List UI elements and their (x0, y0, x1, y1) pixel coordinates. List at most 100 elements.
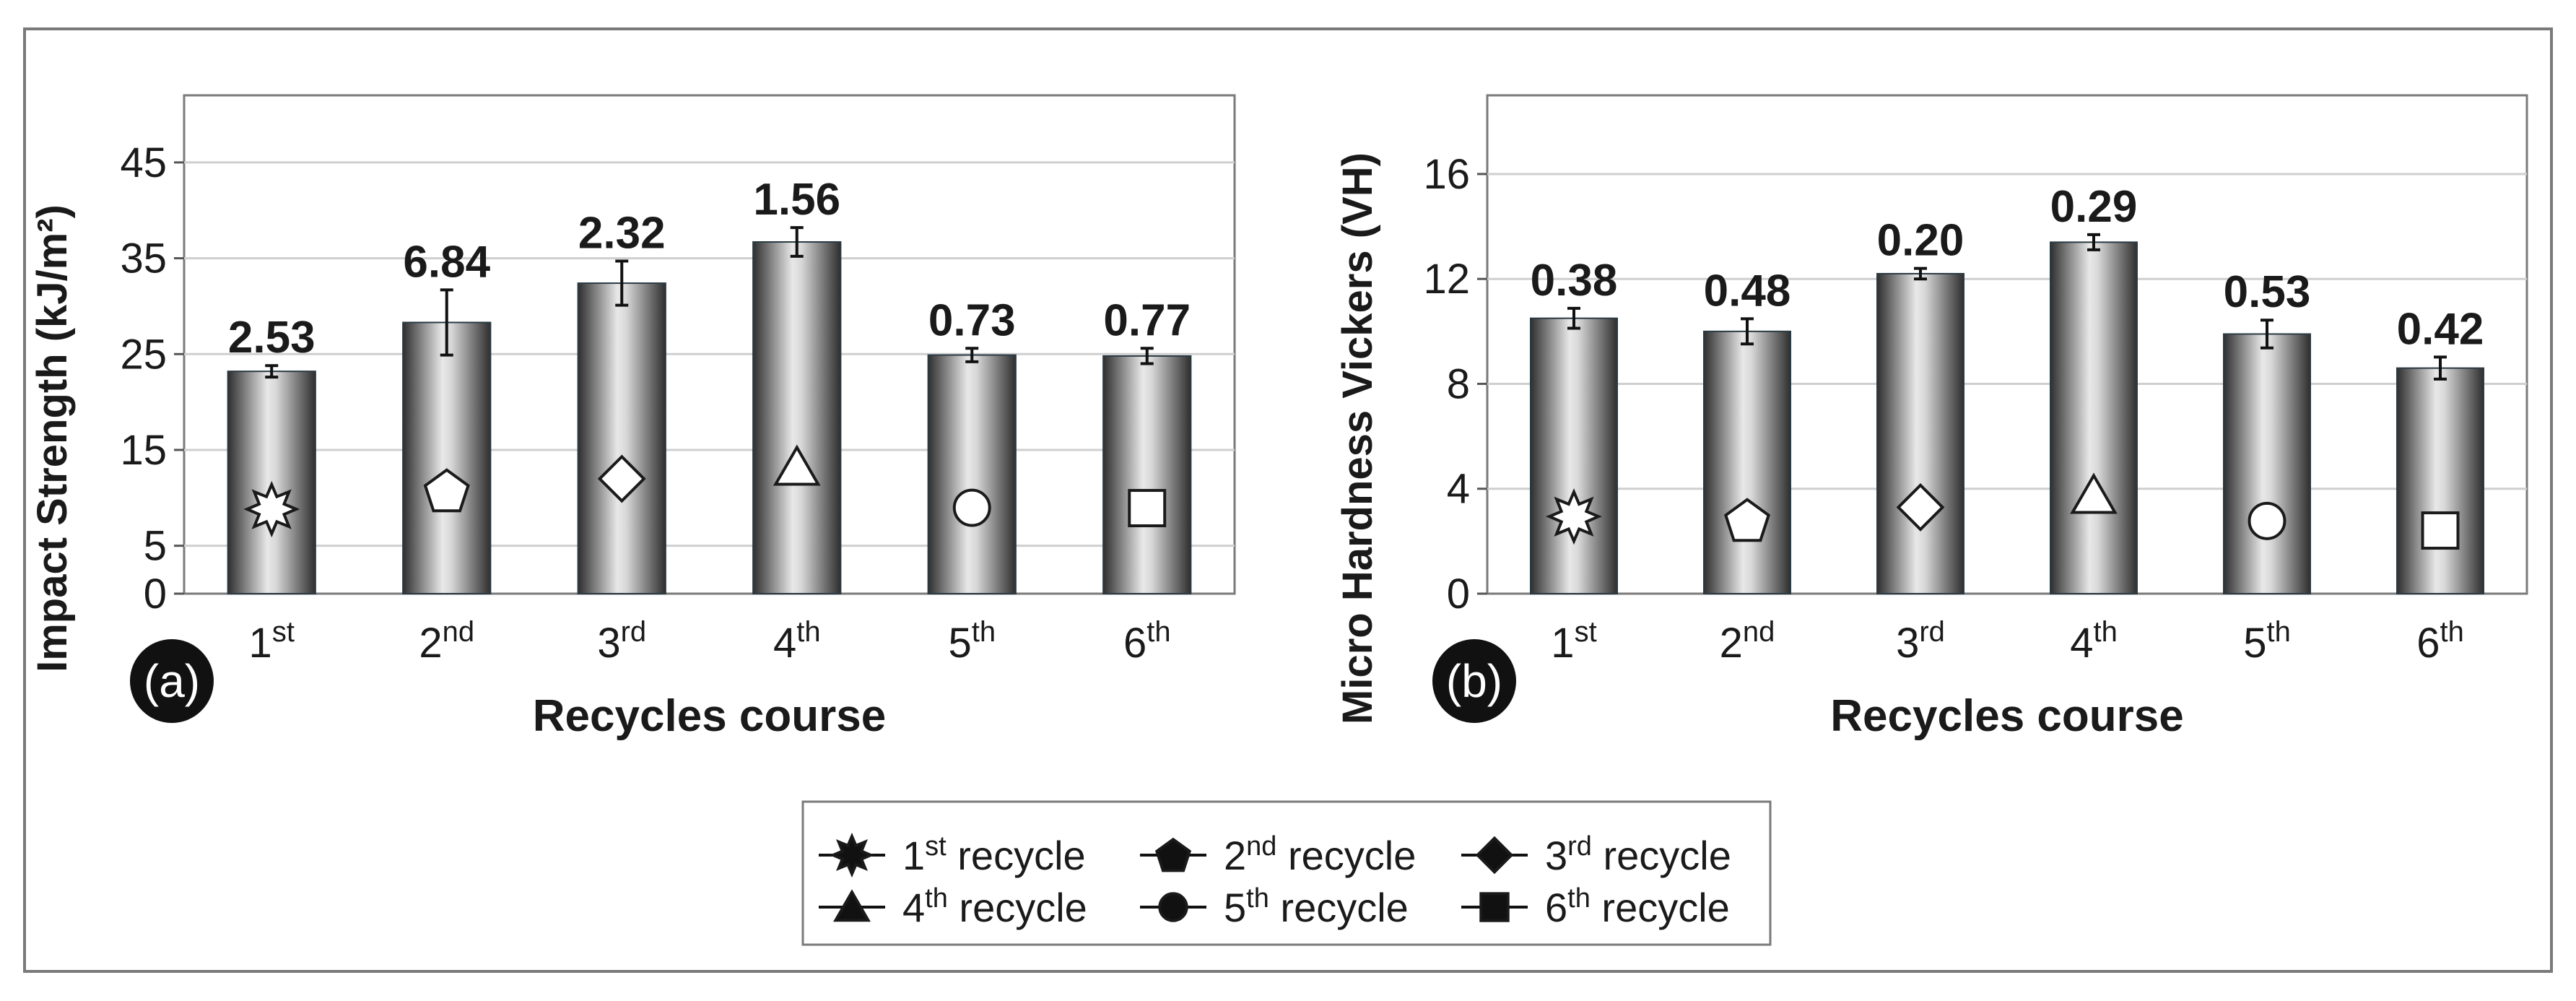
x-tick-number: 3 (597, 620, 620, 667)
legend-num: 1 (902, 833, 925, 878)
x-tick-suffix: th (2440, 616, 2463, 648)
x-tick-label: 2nd (1720, 616, 1775, 667)
panel-label-badge (130, 639, 214, 723)
value-label: 0.29 (2050, 182, 2138, 232)
legend-text: recycle (957, 833, 1085, 878)
legend-item: 1st recycle (819, 831, 1086, 878)
x-tick-number: 1 (1551, 620, 1574, 667)
x-tick-number: 1 (249, 620, 272, 667)
x-tick-suffix: th (2093, 616, 2117, 648)
star-marker (243, 480, 300, 538)
y-tick-label: 12 (1423, 256, 1470, 303)
x-tick-suffix: th (1146, 616, 1170, 648)
x-tick-number: 6 (1123, 620, 1146, 667)
legend-circle-icon (1158, 892, 1188, 922)
value-label: 1.56 (753, 175, 840, 225)
legend-num: 4 (902, 885, 925, 930)
legend-label: 4th recycle (902, 883, 1087, 930)
y-tick-label: 35 (120, 235, 167, 282)
legend-item: 2nd recycle (1140, 831, 1416, 878)
y-axis-label: Micro Hardness Vickers (VH) (1334, 152, 1381, 724)
legend-triangle-icon (833, 889, 871, 922)
x-tick-number: 2 (419, 620, 442, 667)
legend-sup: th (925, 883, 948, 914)
x-tick-number: 5 (948, 620, 971, 667)
panel-paren-close: ) (1487, 655, 1502, 707)
legend-label: 2nd recycle (1224, 831, 1416, 878)
y-tick-label: 15 (120, 427, 167, 474)
y-tick-label: 25 (120, 331, 167, 378)
x-tick-label: 3rd (1896, 616, 1945, 667)
legend-label: 6th recycle (1545, 883, 1730, 930)
legend-space (947, 833, 958, 878)
x-tick-suffix: nd (1743, 616, 1775, 648)
x-tick-number: 6 (2416, 620, 2440, 667)
legend-diamond-icon (1475, 836, 1514, 875)
x-tick-number: 3 (1896, 620, 1919, 667)
legend-space (948, 885, 960, 930)
panel-paren-open: ( (1446, 655, 1461, 707)
bar (1530, 317, 1618, 594)
legend-sup: nd (1246, 831, 1276, 862)
x-tick-label: 4th (773, 616, 821, 667)
pentagon-marker (1723, 498, 1771, 542)
square-marker (1128, 489, 1167, 528)
circle-marker (2248, 501, 2286, 540)
y-tick-label: 16 (1423, 151, 1470, 198)
bar (927, 354, 1017, 594)
x-tick-label: 4th (2070, 616, 2118, 667)
value-label: 0.42 (2397, 304, 2484, 354)
pentagon-marker (423, 468, 470, 513)
panel-label: (b) (1446, 655, 1502, 707)
x-axis-label: Recycles course (533, 691, 886, 741)
legend-num: 6 (1545, 885, 1567, 930)
y-axis-label: Impact Strength (kJ/m²) (29, 204, 76, 672)
legend-item: 3rd recycle (1461, 831, 1731, 878)
y-tick-label: 5 (144, 523, 167, 570)
bar (1703, 330, 1791, 594)
y-tick-label: 0 (1447, 571, 1470, 618)
value-label: 0.48 (1704, 266, 1791, 316)
bar (402, 321, 492, 594)
bar (2396, 367, 2484, 594)
x-tick-label: 5th (2243, 616, 2291, 667)
y-tick-label: 8 (1447, 360, 1470, 407)
x-tick-number: 5 (2243, 620, 2266, 667)
x-tick-label: 1st (1551, 616, 1596, 667)
legend-text: recycle (1280, 885, 1408, 930)
bar (1876, 272, 1964, 594)
legend-sup: th (1246, 883, 1269, 914)
legend-star-icon (829, 832, 875, 878)
x-tick-suffix: nd (443, 616, 475, 648)
legend-box (801, 800, 1772, 946)
panel-label-badge (1432, 639, 1516, 723)
square-marker (2421, 511, 2460, 550)
legend-square-icon (1479, 892, 1510, 922)
x-tick-suffix: st (272, 616, 295, 648)
legend-pentagon-icon (1154, 837, 1192, 872)
x-tick-label: 3rd (597, 616, 646, 667)
legend-label: 3rd recycle (1545, 831, 1731, 878)
legend-sup: rd (1567, 831, 1592, 862)
legend-label: 1st recycle (902, 831, 1086, 878)
x-tick-label: 5th (948, 616, 996, 667)
x-tick-suffix: rd (621, 616, 647, 648)
y-tick-label: 4 (1447, 466, 1470, 513)
bar (2050, 241, 2138, 594)
x-tick-label: 1st (249, 616, 295, 667)
legend-text: recycle (1604, 833, 1731, 878)
panel-b: 04812160.381st0.482nd0.203rd0.294th0.535… (1334, 94, 2528, 741)
legend-num: 5 (1224, 885, 1246, 930)
value-label: 0.20 (1877, 216, 1964, 266)
legend-space (1591, 885, 1602, 930)
plot-area (1486, 94, 2528, 595)
x-tick-suffix: th (2266, 616, 2290, 648)
legend-item: 4th recycle (819, 883, 1087, 930)
star-marker (1545, 488, 1603, 545)
legend-text: recycle (959, 885, 1087, 930)
value-label: 6.84 (403, 237, 490, 287)
x-tick-number: 2 (1720, 620, 1743, 667)
x-tick-suffix: th (796, 616, 820, 648)
